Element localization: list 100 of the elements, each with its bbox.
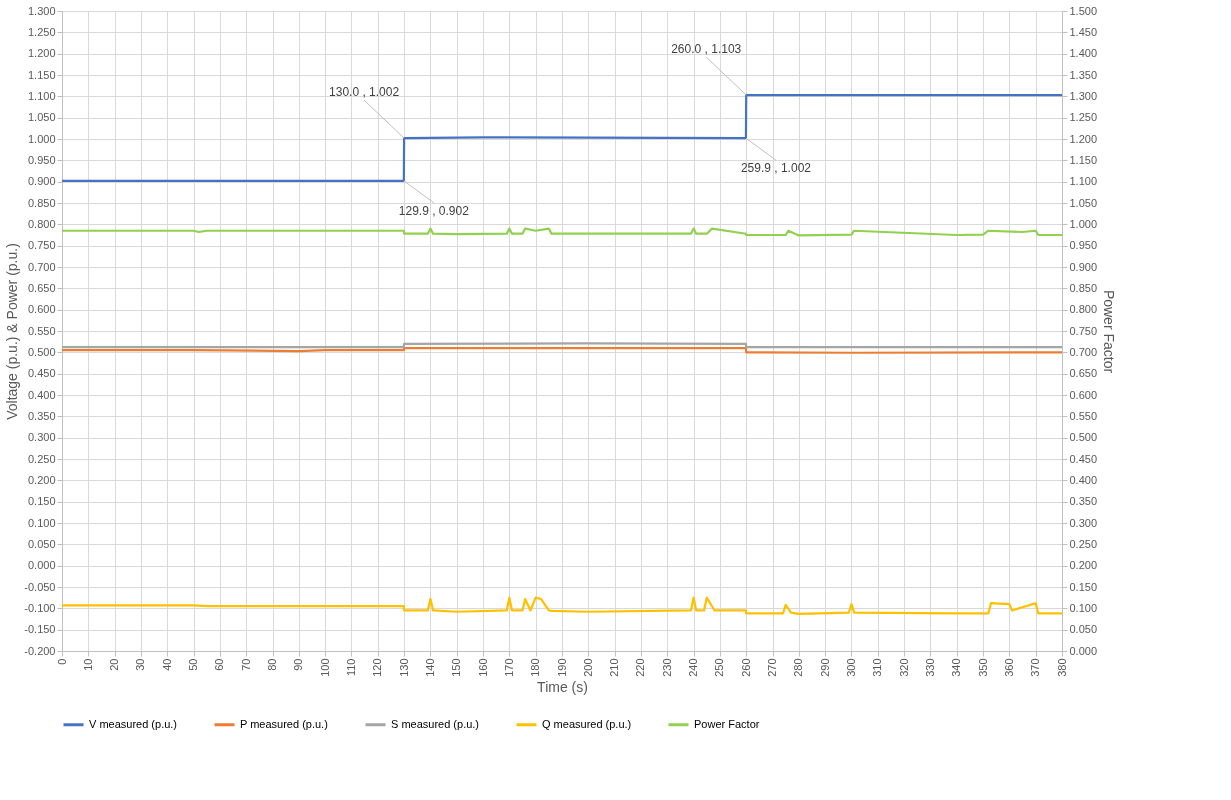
x-tick-label: 340 — [950, 658, 963, 677]
y-tick-label: 0.750 — [27, 239, 56, 252]
annotation: 129.9 , 0.902 — [398, 203, 470, 218]
y2-tick-label: 0.350 — [1069, 495, 1098, 508]
x-tick-label: 320 — [897, 658, 910, 677]
y-tick-label: 0.250 — [27, 452, 56, 465]
x-tick-label: 200 — [581, 658, 594, 677]
x-tick-label: 220 — [634, 658, 647, 677]
y-tick-label: 1.200 — [27, 47, 56, 60]
y2-tick-label: 0.850 — [1069, 281, 1098, 294]
line-series — [60, 227, 1064, 237]
x-tick-label: 50 — [187, 658, 200, 671]
y-tick-label: 1.100 — [27, 89, 56, 102]
y2-tick-label: 0.150 — [1069, 580, 1098, 593]
y2-tick-label: 0.450 — [1069, 452, 1098, 465]
y2-tick-label: 0.650 — [1069, 367, 1098, 380]
x-tick-label: 140 — [423, 658, 436, 677]
y2-axis-title: Power Factor — [1101, 289, 1118, 374]
y-tick-label: 0.100 — [27, 516, 56, 529]
y-axis-title: Voltage (p.u.) & Power (p.u.) — [4, 243, 21, 420]
x-tick-label: 90 — [292, 658, 305, 671]
y-tick-label: -0.200 — [24, 644, 56, 657]
y2-tick-label: 0.050 — [1069, 623, 1098, 636]
y2-tick-label: 1.400 — [1069, 47, 1098, 60]
y-tick-label: 1.000 — [27, 132, 56, 145]
annotation: 259.9 , 1.002 — [740, 161, 812, 176]
y-tick-label: 0.000 — [27, 559, 56, 572]
x-tick-label: 170 — [502, 658, 515, 677]
y2-tick-label: 0.400 — [1069, 473, 1098, 486]
y-tick-label: 0.450 — [27, 367, 56, 380]
x-tick-label: 210 — [608, 658, 621, 677]
y-tick-label: -0.150 — [24, 623, 56, 636]
x-tick-label: 270 — [766, 658, 779, 677]
annotation: 260.0 , 1.103 — [671, 42, 742, 57]
y-tick-label: 0.350 — [27, 409, 56, 422]
y2-tick-label: 1.000 — [1069, 217, 1098, 230]
x-tick-label: 310 — [871, 658, 884, 677]
y2-tick-label: 0.000 — [1069, 644, 1098, 657]
legend-label: V measured (p.u.) — [89, 717, 178, 730]
y2-tick-label: 0.750 — [1069, 324, 1098, 337]
x-tick-label: 370 — [1029, 658, 1042, 677]
y2-tick-label: 1.200 — [1069, 132, 1098, 145]
x-tick-label: 160 — [476, 658, 489, 677]
y2-tick-label: 0.600 — [1069, 388, 1098, 401]
x-tick-label: 180 — [529, 658, 542, 677]
x-tick-label: 150 — [450, 658, 463, 677]
x-tick-label: 230 — [660, 658, 673, 677]
x-tick-label: 130 — [397, 658, 410, 677]
x-tick-label: 20 — [108, 658, 121, 671]
y-tick-label: 0.950 — [27, 153, 56, 166]
y2-tick-label: 0.250 — [1069, 537, 1098, 550]
y2-tick-label: 0.550 — [1069, 409, 1098, 422]
y-tick-label: 1.250 — [27, 25, 56, 38]
x-tick-label: 80 — [266, 658, 279, 671]
y2-tick-label: 0.100 — [1069, 601, 1098, 614]
y-tick-label: 0.400 — [27, 388, 56, 401]
x-tick-label: 0 — [55, 658, 68, 665]
x-tick-label: 290 — [818, 658, 831, 677]
x-tick-label: 10 — [81, 658, 94, 671]
y2-tick-label: 1.050 — [1069, 196, 1098, 209]
y-tick-label: -0.100 — [24, 601, 56, 614]
annotation: 130.0 , 1.002 — [329, 85, 400, 100]
y-tick-label: 0.900 — [27, 175, 56, 188]
y-tick-label: 0.600 — [27, 303, 56, 316]
y2-tick-label: 0.950 — [1069, 239, 1098, 252]
y2-tick-label: 0.300 — [1069, 516, 1098, 529]
y-tick-label: 0.700 — [27, 260, 56, 273]
y-tick-label: 0.200 — [27, 473, 56, 486]
x-tick-label: 70 — [239, 658, 252, 671]
legend-label: P measured (p.u.) — [240, 717, 328, 730]
y-tick-label: 0.550 — [27, 324, 56, 337]
y-tick-label: 0.650 — [27, 281, 56, 294]
x-tick-label: 360 — [1002, 658, 1015, 677]
y-tick-label: 1.150 — [27, 68, 56, 81]
x-tick-label: 190 — [555, 658, 568, 677]
y2-tick-label: 1.100 — [1069, 175, 1098, 188]
x-tick-label: 350 — [976, 658, 989, 677]
x-tick-label: 30 — [134, 658, 147, 671]
y-tick-label: 0.300 — [27, 431, 56, 444]
x-tick-label: 240 — [687, 658, 700, 677]
x-tick-label: 40 — [160, 658, 173, 671]
x-tick-label: 60 — [213, 658, 226, 671]
y2-tick-label: 1.500 — [1069, 4, 1098, 17]
y-tick-label: 0.800 — [27, 217, 56, 230]
y-tick-label: 0.500 — [27, 345, 56, 358]
y2-tick-label: 1.250 — [1069, 111, 1098, 124]
y-tick-label: 0.150 — [27, 495, 56, 508]
x-axis-title: Time (s) — [537, 678, 588, 695]
y2-tick-label: 0.900 — [1069, 260, 1098, 273]
x-tick-label: 120 — [371, 658, 384, 677]
x-tick-label: 300 — [844, 658, 857, 677]
y2-tick-label: 1.350 — [1069, 68, 1098, 81]
legend-label: Q measured (p.u.) — [542, 717, 632, 730]
y2-tick-label: 0.700 — [1069, 345, 1098, 358]
y-tick-label: 1.300 — [27, 4, 56, 17]
y2-tick-label: 0.500 — [1069, 431, 1098, 444]
legend-label: S measured (p.u.) — [391, 717, 480, 730]
y2-tick-label: 1.450 — [1069, 25, 1098, 38]
line-series — [60, 596, 1064, 615]
y-tick-label: 0.850 — [27, 196, 56, 209]
